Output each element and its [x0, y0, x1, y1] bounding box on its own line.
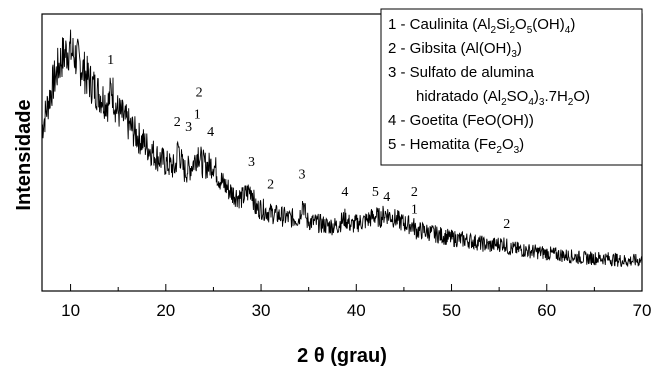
legend-subscript: 3 — [514, 145, 520, 156]
legend-entry: 1 - Caulinita (Al2Si2O5(OH)4) — [388, 16, 575, 36]
legend-entry-text: 2 - Gibsita (Al(OH) — [388, 40, 511, 57]
legend-subscript: 2 — [501, 97, 507, 108]
legend-entry-text: 4 - Goetita (FeO(OH)) — [388, 112, 534, 129]
peak-label: 1 — [411, 202, 418, 217]
x-axis-title: 2 θ (grau) — [297, 345, 387, 367]
series-line-0 — [41, 29, 643, 268]
x-tick-label: 30 — [252, 301, 271, 320]
legend: 1 - Caulinita (Al2Si2O5(OH)4)2 - Gibsita… — [380, 8, 643, 166]
legend-entry-text: ) — [570, 16, 575, 33]
legend-entry-text: Si — [496, 16, 509, 33]
y-axis-title: Intensidade — [13, 99, 35, 210]
series-layer — [41, 29, 643, 268]
legend-entry: hidratado (Al2SO4)3.7H2O) — [416, 88, 590, 108]
peak-label: 2 — [411, 185, 418, 200]
legend-subscript: 2 — [509, 25, 515, 36]
legend-entry: 4 - Goetita (FeO(OH)) — [388, 112, 534, 129]
legend-entry-text: (OH) — [532, 16, 565, 33]
x-tick-label: 60 — [537, 301, 556, 320]
legend-entry: 3 - Sulfato de alumina — [388, 64, 535, 81]
legend-subscript: 3 — [511, 49, 517, 60]
x-tick-label: 10 — [61, 301, 80, 320]
legend-entry-text: hidratado (Al — [416, 88, 501, 105]
legend-entry-text: SO — [507, 88, 529, 105]
legend-subscript: 2 — [568, 97, 574, 108]
peak-label: 2 — [503, 217, 510, 232]
legend-entry: 2 - Gibsita (Al(OH)3) — [388, 40, 522, 60]
legend-subscript: 4 — [565, 25, 571, 36]
x-tick-label: 20 — [156, 301, 175, 320]
peak-label: 2 — [267, 177, 274, 192]
x-tick-label: 40 — [347, 301, 366, 320]
legend-subscript: 5 — [527, 25, 533, 36]
peak-label: 4 — [207, 125, 214, 140]
peak-label: 2 — [196, 85, 203, 100]
legend-subscript: 3 — [539, 97, 545, 108]
legend-entry-text: 5 - Hematita (Fe — [388, 136, 496, 153]
legend-entry-text: 1 - Caulinita (Al — [388, 16, 491, 33]
legend-entry-text: 3 - Sulfato de alumina — [388, 64, 535, 81]
legend-entry-text: O) — [573, 88, 590, 105]
peak-label: 3 — [299, 167, 306, 182]
peak-label: 4 — [383, 190, 390, 205]
peak-label: 2 — [174, 115, 181, 130]
legend-entry-text: ) — [519, 136, 524, 153]
legend-entry-text: ) — [534, 88, 539, 105]
legend-entry-text: ) — [517, 40, 522, 57]
legend-subscript: 4 — [528, 97, 534, 108]
peak-label: 1 — [194, 108, 201, 123]
peak-label: 1 — [107, 53, 114, 68]
peak-label: 5 — [372, 185, 379, 200]
x-tick-label: 70 — [633, 301, 652, 320]
peak-label: 3 — [185, 120, 192, 135]
x-tick-label: 50 — [442, 301, 461, 320]
legend-box — [380, 8, 643, 166]
legend-entry: 5 - Hematita (Fe2O3) — [388, 136, 524, 156]
legend-entry-text: .7H — [544, 88, 567, 105]
peak-label: 3 — [248, 155, 255, 170]
peak-label: 4 — [341, 185, 348, 200]
legend-entry-text: O — [515, 16, 527, 33]
x-axis: 10 20 30 40 50 60 70 — [61, 284, 651, 320]
legend-subscript: 2 — [496, 145, 502, 156]
legend-entry-text: O — [502, 136, 514, 153]
legend-subscript: 2 — [491, 25, 497, 36]
